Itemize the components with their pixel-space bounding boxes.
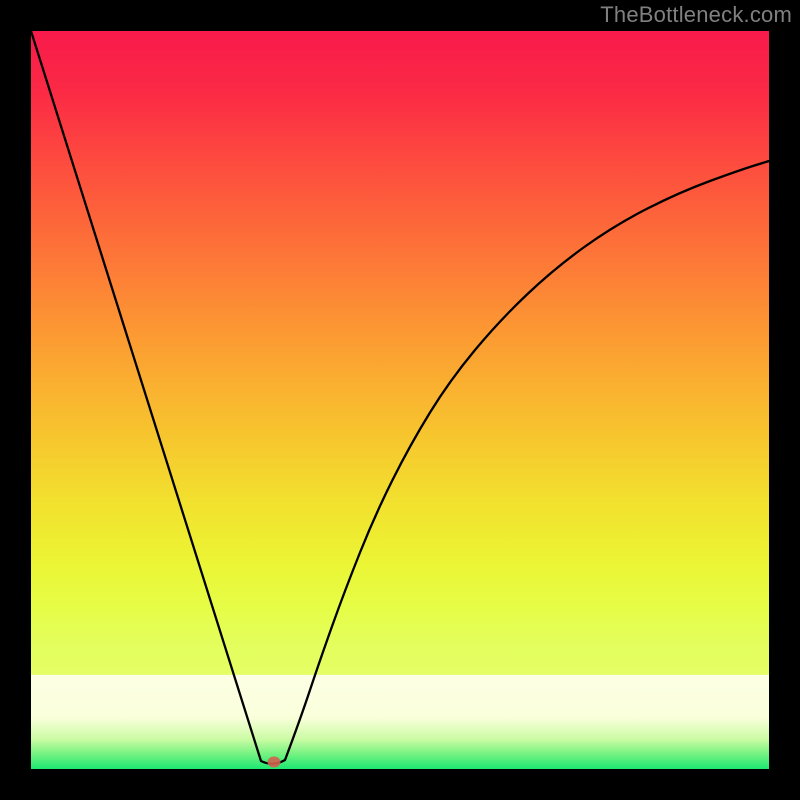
plot-gradient-background — [31, 31, 769, 769]
chart-stage: TheBottleneck.com — [0, 0, 800, 800]
watermark-text: TheBottleneck.com — [600, 2, 792, 28]
